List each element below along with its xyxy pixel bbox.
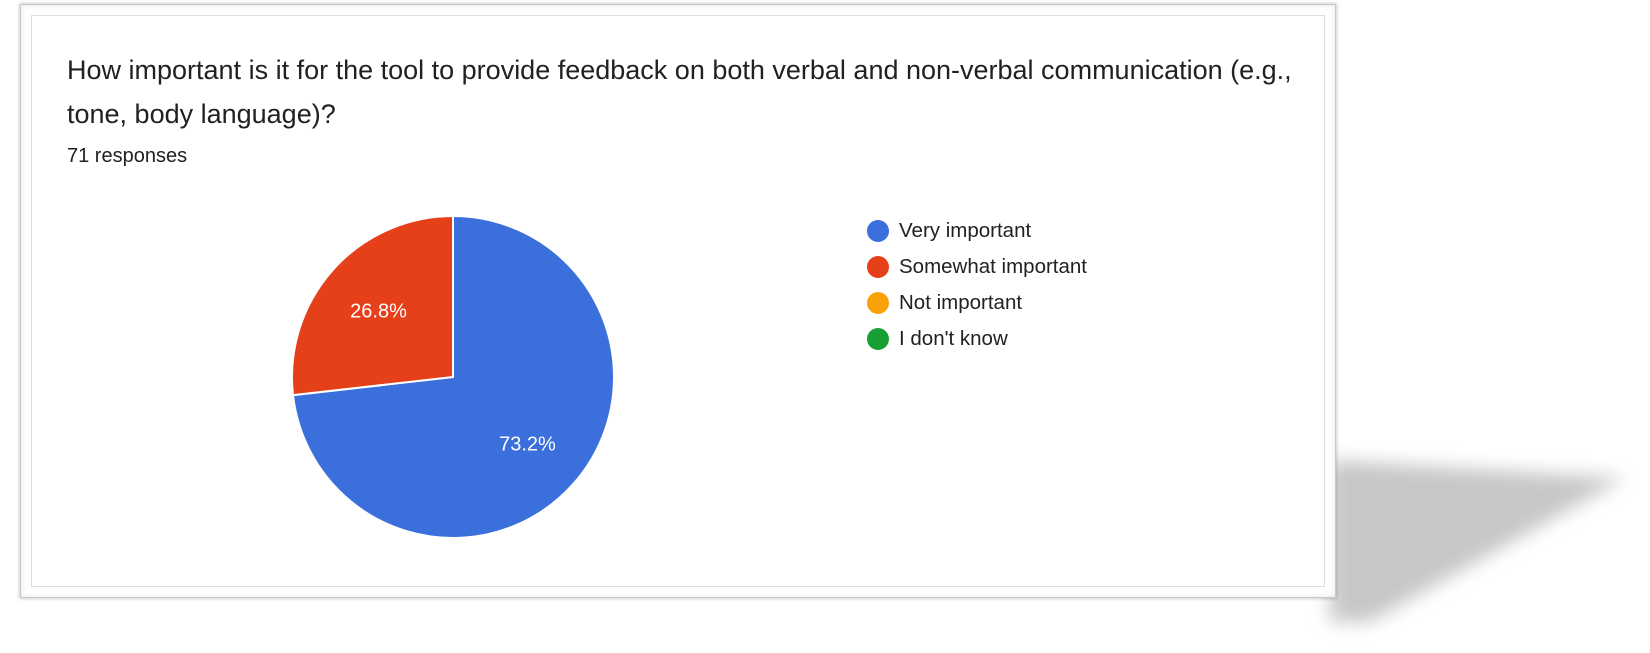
- chart-card: How important is it for the tool to prov…: [31, 15, 1325, 587]
- legend-label: I don't know: [899, 327, 1008, 350]
- data-label: 26.8%: [350, 301, 407, 323]
- legend-swatch: [867, 328, 889, 350]
- legend-swatch: [867, 292, 889, 314]
- chart-legend: Very important Somewhat important Not im…: [867, 213, 1087, 357]
- response-count: 71 responses: [67, 145, 188, 167]
- question-title: How important is it for the tool to prov…: [67, 55, 1292, 129]
- legend-swatch: [867, 220, 889, 242]
- legend-label: Not important: [899, 291, 1023, 314]
- legend-label: Very important: [899, 219, 1032, 242]
- legend-item[interactable]: Not important: [867, 285, 1087, 321]
- data-label: 73.2%: [499, 433, 556, 455]
- legend-item[interactable]: Very important: [867, 213, 1087, 249]
- chart-frame: How important is it for the tool to prov…: [20, 4, 1336, 598]
- legend-item[interactable]: Somewhat important: [867, 249, 1087, 285]
- legend-item[interactable]: I don't know: [867, 321, 1087, 357]
- legend-swatch: [867, 256, 889, 278]
- pie-slice-somewhat-important[interactable]: [291, 214, 454, 397]
- pie-chart: 73.2% 26.8%: [291, 214, 615, 539]
- legend-label: Somewhat important: [899, 255, 1088, 278]
